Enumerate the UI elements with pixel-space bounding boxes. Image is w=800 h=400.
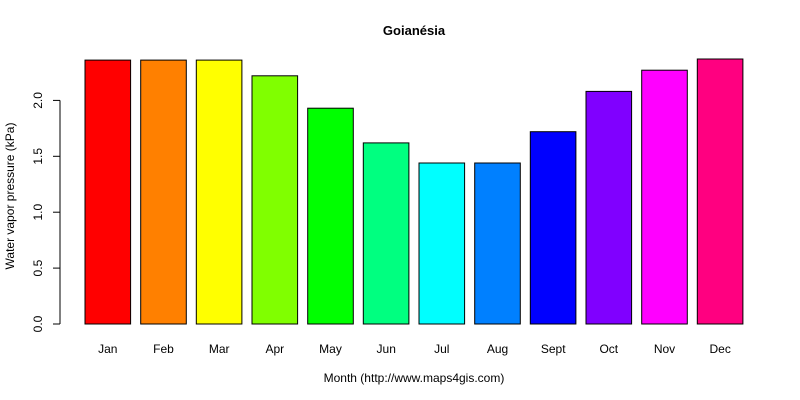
bar-dec bbox=[696, 58, 744, 325]
x-tick-label: Jan bbox=[98, 342, 117, 356]
bar-sept bbox=[529, 131, 577, 325]
bar-nov bbox=[641, 69, 688, 325]
bar-jan bbox=[84, 59, 132, 325]
y-tick-label: 0.5 bbox=[31, 259, 45, 276]
bar-mar bbox=[195, 59, 243, 325]
bar-apr bbox=[251, 75, 299, 325]
x-tick-label: Dec bbox=[710, 342, 731, 356]
y-axis: 0.0 0.5 1.0 1.5 2.0 bbox=[31, 92, 61, 332]
x-tick-label: Sept bbox=[541, 342, 566, 356]
x-tick-label: Oct bbox=[599, 342, 618, 356]
bar-oct bbox=[585, 90, 633, 325]
bar-jun bbox=[362, 142, 410, 325]
bar-jul bbox=[418, 162, 466, 325]
x-tick-label: May bbox=[319, 342, 342, 356]
x-tick-label: Mar bbox=[209, 342, 230, 356]
x-tick-label: Feb bbox=[153, 342, 174, 356]
bar-aug bbox=[474, 162, 521, 325]
y-tick-label: 2.0 bbox=[31, 92, 45, 109]
x-axis-label: Month (http://www.maps4gis.com) bbox=[324, 371, 505, 385]
x-tick-label: Nov bbox=[654, 342, 675, 356]
y-axis-label: Water vapor pressure (kPa) bbox=[3, 123, 17, 270]
y-tick-label: 0.0 bbox=[31, 315, 45, 332]
x-tick-label: Apr bbox=[265, 342, 284, 356]
bar-feb bbox=[140, 59, 187, 325]
x-tick-label: Jun bbox=[377, 342, 396, 356]
x-tick-label: Jul bbox=[434, 342, 449, 356]
chart-title: Goianésia bbox=[383, 23, 446, 38]
x-tick-labels: Jan Feb Mar Apr May Jun Jul Aug Sept Oct Nov Dec bbox=[98, 342, 731, 356]
y-tick-label: 1.5 bbox=[31, 148, 45, 165]
bar-may bbox=[307, 107, 354, 325]
bars-group bbox=[84, 58, 744, 325]
x-tick-label: Aug bbox=[487, 342, 508, 356]
y-tick-label: 1.0 bbox=[31, 204, 45, 221]
